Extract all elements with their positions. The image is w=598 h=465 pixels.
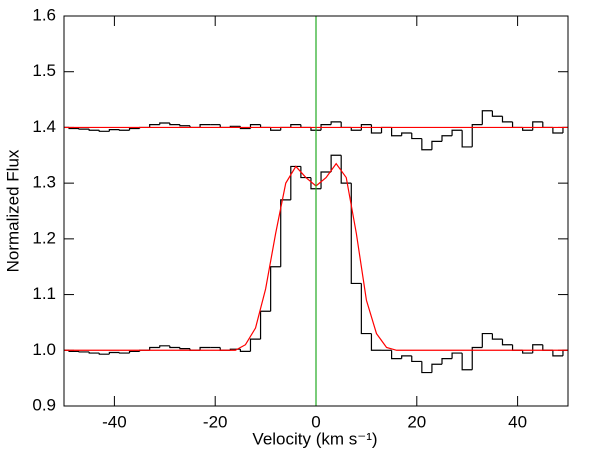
step-segment bbox=[552, 127, 563, 134]
step-segment bbox=[350, 183, 362, 285]
step-segment bbox=[401, 355, 412, 359]
step-segment bbox=[259, 310, 271, 340]
step-segment bbox=[310, 127, 322, 131]
step-segment bbox=[88, 129, 100, 131]
step-segment bbox=[471, 346, 483, 370]
step-segment bbox=[340, 121, 352, 129]
step-segment bbox=[411, 355, 422, 363]
step-segment bbox=[108, 129, 120, 132]
step-segment bbox=[441, 358, 453, 365]
step-segment bbox=[300, 166, 311, 179]
step-segment bbox=[451, 352, 463, 359]
step-segment bbox=[179, 347, 190, 350]
step-segment bbox=[391, 350, 402, 360]
x-tick-label: 20 bbox=[407, 412, 426, 431]
step-segment bbox=[360, 124, 372, 131]
plot-frame bbox=[63, 15, 569, 407]
y-tick-label: 1.5 bbox=[32, 61, 56, 80]
step-segment bbox=[421, 138, 432, 151]
step-segment bbox=[290, 165, 301, 200]
step-segment bbox=[128, 127, 140, 131]
step-segment bbox=[451, 129, 463, 136]
y-tick-label: 1.6 bbox=[32, 5, 56, 24]
step-segment bbox=[179, 124, 190, 127]
step-segment bbox=[199, 346, 211, 351]
step-segment bbox=[320, 124, 332, 131]
step-segment bbox=[270, 127, 281, 131]
step-segment bbox=[542, 344, 553, 351]
step-segment bbox=[98, 353, 110, 355]
step-segment bbox=[370, 333, 382, 351]
step-segment bbox=[330, 121, 342, 125]
step-segment bbox=[360, 283, 372, 335]
step-segment bbox=[280, 199, 291, 267]
step-segment bbox=[149, 346, 160, 351]
step-segment bbox=[532, 344, 543, 354]
step-segment bbox=[501, 339, 513, 346]
step-segment bbox=[522, 127, 533, 131]
step-segment bbox=[491, 110, 503, 117]
step-segment bbox=[481, 332, 493, 348]
step-segment bbox=[501, 116, 513, 123]
step-segment bbox=[511, 121, 523, 129]
step-segment bbox=[128, 350, 140, 354]
step-segment bbox=[491, 333, 503, 340]
step-segment bbox=[532, 121, 543, 131]
step-segment bbox=[552, 350, 563, 357]
step-segment bbox=[370, 124, 382, 134]
step-segment bbox=[522, 350, 533, 354]
y-tick-label: 1.4 bbox=[32, 117, 56, 136]
step-segment bbox=[391, 127, 402, 137]
y-tick-label: 1.0 bbox=[32, 340, 56, 359]
step-segment bbox=[169, 122, 180, 126]
step-segment bbox=[199, 124, 211, 128]
step-segment bbox=[88, 351, 100, 354]
step-segment bbox=[270, 266, 281, 312]
step-segment bbox=[481, 110, 493, 125]
step-segment bbox=[159, 345, 170, 348]
step-segment bbox=[421, 361, 432, 374]
step-segment bbox=[320, 171, 332, 189]
step-segment bbox=[330, 154, 342, 172]
y-tick-label: 1.3 bbox=[32, 173, 56, 192]
y-tick-label: 1.1 bbox=[32, 284, 56, 303]
step-segment bbox=[118, 129, 130, 131]
step-segment bbox=[340, 155, 352, 184]
step-segment bbox=[290, 124, 301, 128]
step-segment bbox=[350, 127, 362, 131]
step-segment bbox=[159, 122, 170, 125]
x-tick-label: 0 bbox=[311, 412, 320, 431]
step-segment bbox=[118, 352, 130, 354]
step-segment bbox=[78, 128, 90, 130]
step-segment bbox=[542, 121, 553, 129]
x-tick-label: -20 bbox=[203, 412, 228, 431]
y-axis-label: Normalized Flux bbox=[3, 149, 22, 272]
step-segment bbox=[249, 338, 261, 352]
step-segment bbox=[169, 345, 180, 349]
y-tick-label: 1.2 bbox=[32, 228, 56, 247]
step-segment bbox=[149, 124, 160, 128]
step-segment bbox=[441, 135, 453, 142]
step-segment bbox=[239, 349, 251, 352]
y-tick-label: 0.9 bbox=[32, 395, 56, 414]
step-segment bbox=[411, 133, 422, 140]
step-segment bbox=[401, 132, 412, 136]
step-segment bbox=[108, 351, 120, 355]
x-tick-label: 40 bbox=[508, 412, 527, 431]
step-segment bbox=[431, 140, 442, 150]
step-segment bbox=[380, 126, 392, 133]
step-segment bbox=[461, 353, 473, 371]
step-segment bbox=[98, 130, 110, 132]
step-segment bbox=[431, 363, 442, 373]
x-tick-label: -40 bbox=[102, 412, 127, 431]
x-axis-label: Velocity (km s⁻¹) bbox=[252, 429, 377, 448]
step-segment bbox=[471, 124, 483, 147]
step-segment bbox=[78, 351, 90, 353]
step-segment bbox=[461, 130, 473, 148]
step-segment bbox=[511, 344, 523, 351]
